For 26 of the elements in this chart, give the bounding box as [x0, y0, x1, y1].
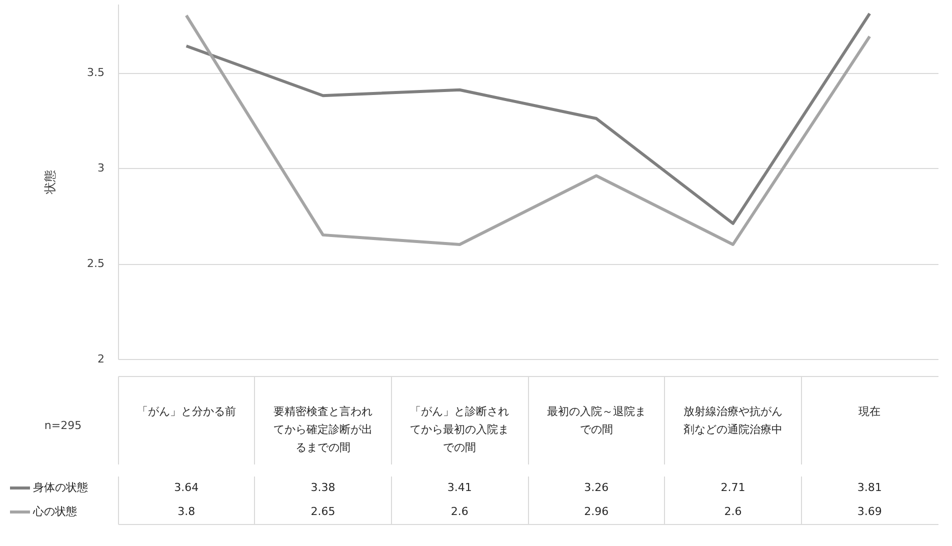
x-tick-label: 「がん」と診断されてから最初の入院までの間 — [410, 405, 510, 454]
x-tick-label: 要精密検査と言われてから確定診断が出るまでの間 — [274, 405, 372, 454]
data-label: 2.6 — [450, 505, 468, 518]
data-label: 3.69 — [857, 505, 882, 518]
data-label: 3.8 — [178, 505, 196, 518]
y-tick-label: 2 — [98, 352, 104, 366]
legend-label: 心の状態 — [32, 505, 77, 518]
data-label: 3.41 — [447, 481, 472, 494]
y-tick-label: 3.5 — [87, 66, 104, 80]
data-label: 2.96 — [584, 505, 609, 518]
y-tick-label: 3 — [98, 162, 104, 175]
data-label: 2.71 — [720, 481, 746, 494]
data-label: 2.6 — [724, 505, 742, 518]
text: n=295 — [44, 419, 82, 432]
data-label: 3.26 — [584, 481, 609, 494]
x-tick-label: 現在 — [858, 405, 881, 418]
data-label: 3.81 — [857, 481, 882, 494]
data-label: 3.64 — [174, 481, 199, 494]
legend-label: 身体の状態 — [33, 481, 88, 494]
x-tick-label: 最初の入院～退院までの間 — [546, 405, 646, 436]
y-axis-title: 状態 — [43, 170, 58, 195]
x-tick-label: 「がん」と分かる前 — [136, 405, 236, 418]
data-label: 2.65 — [310, 505, 336, 518]
y-tick-label: 2.5 — [87, 257, 104, 270]
data-label: 3.38 — [310, 481, 336, 494]
x-tick-label: 放射線治療や抗がん剤などの通院治療中 — [684, 405, 782, 436]
